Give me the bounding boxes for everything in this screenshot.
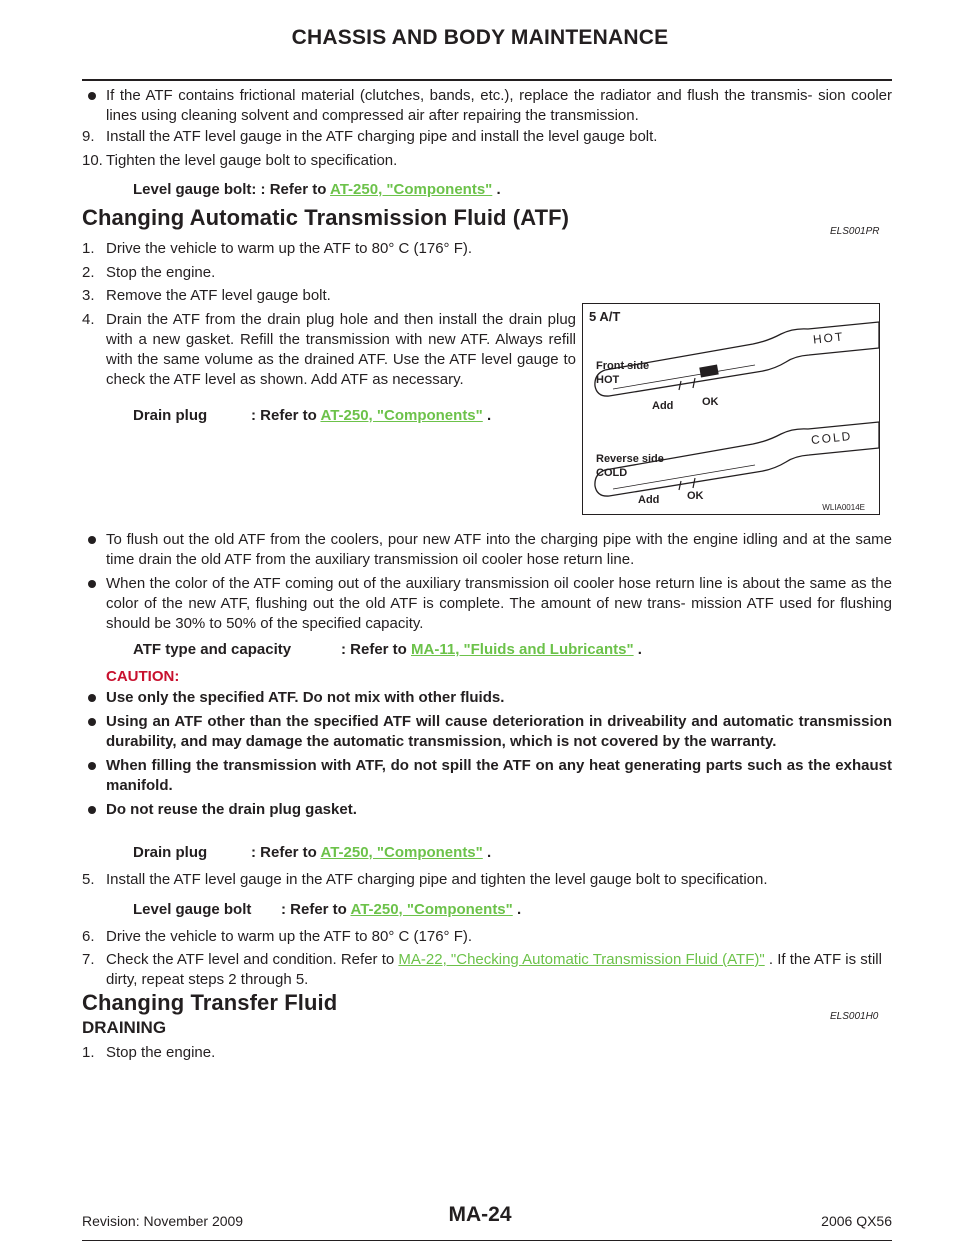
- spec-atf-type-capacity: ATF type and capacity : Refer to MA-11, "…: [133, 641, 642, 658]
- step-10: 10. Tighten the level gauge bolt to speci…: [82, 152, 398, 169]
- step-3: 3. Remove the ATF level gauge bolt.: [82, 287, 331, 304]
- figure-code: WLIA0014E: [822, 503, 865, 512]
- atf-level-gauge-figure: 5 A/T Front side HOT HOT Add OK Reverse …: [582, 303, 880, 515]
- spec-refer: : Refer to: [341, 641, 407, 658]
- step-5: 5. Install the ATF level gauge in the ATF…: [82, 871, 768, 888]
- bullet-dot: [88, 580, 96, 588]
- caution-item: Use only the specified ATF. Do not mix w…: [82, 688, 892, 708]
- spec-level-gauge-bolt-1: Level gauge bolt: : Refer to AT-250, "Co…: [133, 181, 501, 198]
- link-at-250-components[interactable]: AT-250, "Components": [320, 407, 483, 424]
- step-6: 6. Drive the vehicle to warm up the ATF t…: [82, 928, 473, 945]
- footer-rule: [82, 1240, 892, 1241]
- label-front-side: Front side: [596, 360, 650, 372]
- spec-drain-plug-2: Drain plug : Refer to AT-250, "Components…: [133, 844, 492, 861]
- spec-label: Drain plug: [133, 844, 208, 861]
- spec-label: ATF type and capacity: [133, 641, 292, 658]
- label-add-hot: Add: [652, 400, 674, 412]
- link-at-250-components[interactable]: AT-250, "Components": [320, 844, 483, 861]
- caution-list: Use only the specified ATF. Do not mix w…: [82, 688, 892, 820]
- section-heading-transfer-fluid: Changing Transfer Fluid: [82, 990, 338, 1015]
- bullet-item-frictional-material: If the ATF contains frictional material …: [82, 86, 892, 126]
- caution-item: Do not reuse the drain plug gasket.: [82, 800, 892, 820]
- step-4: 4. Drain the ATF from the drain plug hole…: [82, 311, 576, 388]
- step-1: 1. Drive the vehicle to warm up the ATF t…: [82, 240, 473, 257]
- link-ma-11-fluids[interactable]: MA-11, "Fluids and Lubricants": [411, 641, 634, 658]
- caution-item: Using an ATF other than the specified AT…: [82, 712, 892, 752]
- step-9: 9. Install the ATF level gauge in the ATF…: [82, 128, 658, 145]
- page-header-title: CHASSIS AND BODY MAINTENANCE: [291, 26, 669, 49]
- bullet-dot: [88, 762, 96, 770]
- section-heading-changing-atf: Changing Automatic Transmission Fluid (A…: [82, 205, 570, 230]
- step-2: 2. Stop the engine.: [82, 264, 216, 281]
- link-at-250-components[interactable]: AT-250, "Components": [350, 901, 513, 918]
- spec-label: Drain plug: [133, 407, 208, 424]
- bullet-flush-coolers: To flush out the old ATF from the cooler…: [82, 530, 892, 570]
- bullet-flush-complete: When the color of the ATF coming out of …: [82, 574, 892, 634]
- bullet-dot: [88, 694, 96, 702]
- header-rule: [82, 79, 892, 81]
- caution-item: When filling the transmission with ATF, …: [82, 756, 892, 796]
- spec-label: Level gauge bolt:: [133, 181, 257, 198]
- spec-label: Level gauge bolt: [133, 901, 252, 918]
- caution-heading: CAUTION:: [106, 668, 180, 685]
- label-reverse-side: Reverse side: [596, 453, 664, 465]
- draining-step-1: 1. Stop the engine.: [82, 1044, 216, 1061]
- spec-refer: : Refer to: [251, 407, 317, 424]
- footer-revision: Revision: November 2009: [82, 1213, 244, 1229]
- hatched-zone-hot: [699, 364, 719, 378]
- bullet-dot: [88, 92, 96, 100]
- spec-refer: : Refer to: [281, 901, 347, 918]
- spec-refer: : Refer to: [251, 844, 317, 861]
- label-ok-cold: OK: [687, 490, 704, 502]
- link-ma-22-checking-atf[interactable]: MA-22, "Checking Automatic Transmission …: [398, 951, 765, 968]
- section-code: ELS001PR: [830, 226, 880, 237]
- footer-page-number: MA-24: [448, 1203, 512, 1226]
- label-add-cold: Add: [638, 494, 660, 506]
- link-at-250-components[interactable]: AT-250, "Components": [330, 181, 493, 198]
- figure-title: 5 A/T: [589, 309, 621, 324]
- footer-model: 2006 QX56: [821, 1213, 892, 1229]
- bullet-dot: [88, 806, 96, 814]
- bullet-dot: [88, 536, 96, 544]
- level-gauge-illustration: [594, 321, 879, 497]
- section-code: ELS001H0: [830, 1011, 879, 1022]
- label-ok-hot: OK: [702, 396, 719, 408]
- step-7: 7. Check the ATF level and condition. Ref…: [82, 951, 882, 988]
- spec-level-gauge-bolt-2: Level gauge bolt : Refer to AT-250, "Comp…: [133, 901, 522, 918]
- spec-refer: : Refer to: [260, 181, 327, 198]
- subheading-draining: DRAINING: [82, 1018, 167, 1037]
- bullet-dot: [88, 718, 96, 726]
- spec-drain-plug-1: Drain plug : Refer to AT-250, "Components…: [133, 407, 492, 424]
- label-cold: COLD: [596, 467, 628, 479]
- label-hot: HOT: [596, 374, 620, 386]
